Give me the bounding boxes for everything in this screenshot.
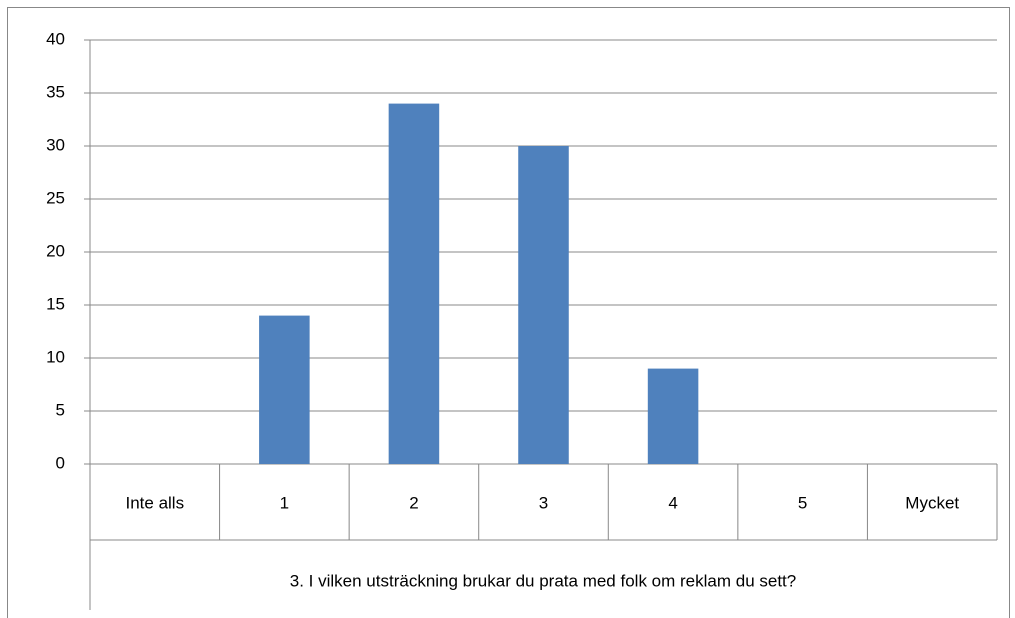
y-tick-label: 20 [46,241,65,260]
x-tick-label: Inte alls [125,493,184,512]
y-tick-label: 15 [46,294,65,313]
x-tick-label: Mycket [905,493,959,512]
x-tick-label: 5 [798,493,807,512]
y-tick-label: 10 [46,347,65,366]
y-tick-label: 30 [46,135,65,154]
y-tick-label: 25 [46,188,65,207]
x-tick-label: 4 [668,493,677,512]
y-tick-label: 35 [46,82,65,101]
bar [388,103,440,464]
bar [259,315,310,464]
bar [518,146,569,464]
chart-border [7,7,1010,618]
y-tick-label: 5 [56,400,65,419]
x-tick-label: 1 [280,493,289,512]
x-tick-label: 2 [409,493,418,512]
y-tick-label: 0 [56,453,65,472]
y-tick-label: 40 [46,29,65,48]
x-tick-label: 3 [539,493,548,512]
bar [647,368,699,464]
x-axis-title: 3. I vilken utsträckning brukar du prata… [290,571,796,590]
